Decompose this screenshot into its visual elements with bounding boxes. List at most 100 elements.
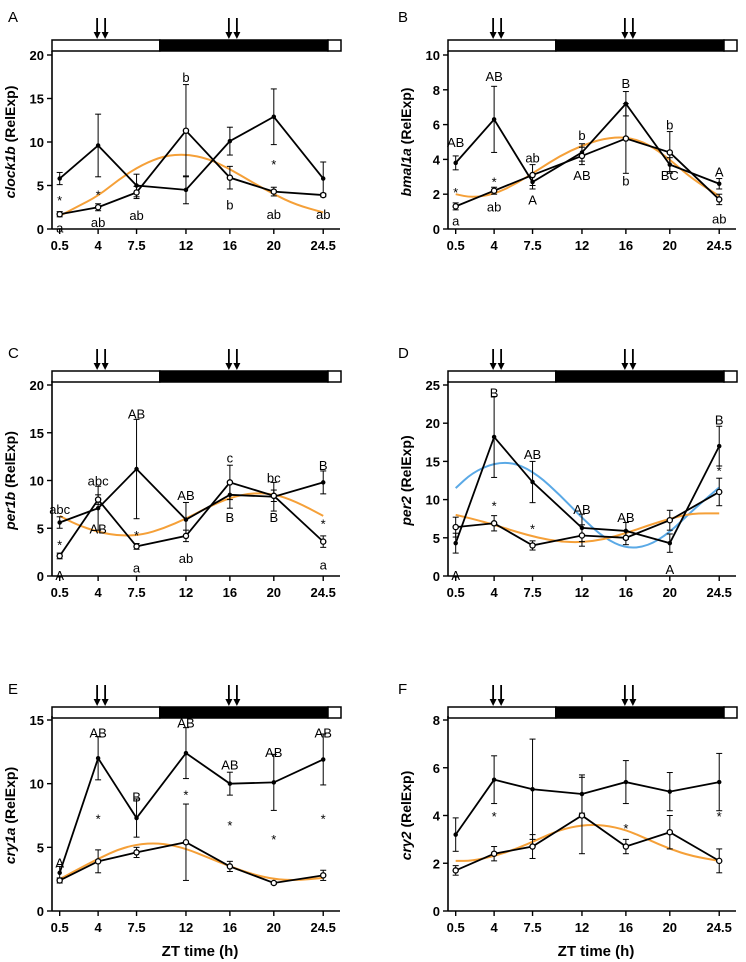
significance-star: *	[321, 517, 326, 532]
y-tick-label: 15	[426, 454, 440, 469]
feeding-arrow-head	[629, 363, 637, 370]
feeding-arrow-head	[101, 32, 109, 39]
group-letter: AB	[128, 407, 145, 422]
data-point-group-2	[578, 152, 586, 160]
data-point-group-2	[529, 171, 536, 179]
panel-a: A 0 5 10 15 20 0.5 4 7.5 12 16 20 24.5 clock1b (RelEx…	[2, 9, 342, 253]
data-point-group-2	[94, 858, 102, 865]
data-point-group-2	[529, 843, 536, 850]
y-tick-label: 10	[30, 474, 44, 489]
group-letter: A	[528, 192, 537, 207]
x-tick-label: 20	[267, 920, 281, 935]
data-point-group-2	[94, 496, 102, 503]
data-point-group-1	[530, 479, 535, 485]
group-letter: B	[269, 510, 278, 525]
y-tick-label: 4	[433, 152, 441, 167]
data-point-group-1	[134, 815, 139, 821]
feeding-arrow-head	[497, 363, 505, 370]
y-tick-label: 15	[30, 92, 44, 107]
data-point-group-1	[95, 755, 101, 761]
group-letter: ab	[91, 215, 105, 230]
data-point-group-2	[133, 849, 140, 856]
x-tick-label: 12	[179, 585, 193, 600]
data-point-group-1	[667, 540, 673, 546]
feeding-arrow-head	[233, 363, 241, 370]
data-point-group-2	[529, 542, 536, 549]
data-point-group-1	[95, 505, 101, 511]
group-letter: a	[452, 213, 460, 228]
data-point-group-2	[270, 188, 278, 195]
x-tick-label: 12	[575, 920, 589, 935]
y-tick-label: 0	[433, 222, 440, 237]
dark-phase-bar	[555, 706, 725, 719]
light-phase-bar-end	[723, 706, 738, 719]
feeding-arrow-head	[621, 699, 629, 706]
group-letter: AB	[573, 502, 590, 517]
y-tick-label: 10	[30, 135, 44, 150]
data-point-group-2	[666, 149, 674, 156]
data-point-group-2	[715, 857, 723, 865]
feeding-arrow-head	[93, 363, 101, 370]
data-point-group-1	[183, 517, 189, 522]
series-line-group-1	[454, 435, 721, 545]
significance-star: *	[57, 538, 62, 553]
x-tick-label: 12	[179, 920, 193, 935]
group-letter: AB	[617, 510, 634, 525]
data-point-group-1	[716, 181, 722, 187]
x-tick-label: 24.5	[311, 585, 336, 600]
x-tick-label: 4	[491, 585, 499, 600]
feeding-arrow-head	[225, 32, 233, 39]
y-tick-label: 6	[433, 118, 440, 133]
data-point-group-1	[57, 520, 62, 525]
y-tick-label: 20	[30, 378, 44, 393]
data-point-group-1	[183, 750, 189, 756]
data-point-group-2	[622, 534, 630, 542]
group-letter: AB	[447, 135, 464, 150]
y-tick-label: 0	[37, 904, 44, 919]
group-letter: AB	[265, 745, 282, 760]
group-letter: ab	[129, 208, 143, 223]
y-axis-label: per1b (RelExp)	[2, 431, 18, 531]
data-point-group-2	[622, 843, 630, 850]
data-point-group-1	[453, 832, 458, 837]
y-tick-label: 0	[433, 904, 440, 919]
y-tick-label: 10	[30, 777, 44, 792]
significance-star: *	[717, 809, 722, 824]
fit-curve-orange	[59, 492, 324, 537]
x-tick-label: 16	[619, 585, 633, 600]
data-point-group-2	[578, 812, 586, 819]
data-point-group-2	[56, 877, 63, 884]
group-letter: ab	[487, 199, 501, 214]
y-tick-label: 20	[30, 48, 44, 63]
data-point-group-2	[578, 532, 586, 539]
feeding-arrow-head	[233, 32, 241, 39]
series-line-group-1	[59, 115, 324, 191]
x-tick-label: 16	[223, 238, 237, 253]
y-axis-label-unit: (RelExp)	[2, 86, 18, 147]
panel-letter-d: D	[398, 345, 409, 362]
group-letter: abc	[88, 474, 109, 489]
data-point-group-2	[452, 867, 459, 874]
x-tick-label: 12	[575, 585, 589, 600]
data-point-group-2	[715, 488, 723, 496]
y-tick-label: 0	[433, 569, 440, 584]
x-tick-label: 4	[95, 920, 103, 935]
data-point-group-2	[56, 210, 63, 218]
y-tick-label: 2	[433, 856, 440, 871]
group-letter: AB	[573, 168, 590, 183]
light-phase-bar-end	[327, 39, 342, 52]
group-letter: B	[319, 458, 328, 473]
significance-star: *	[492, 499, 497, 514]
group-letter: A	[665, 562, 674, 577]
data-point-group-1	[320, 176, 326, 181]
y-axis-label: per2 (RelExp)	[398, 435, 414, 526]
x-tick-label: 0.5	[447, 238, 465, 253]
data-point-group-1	[57, 176, 62, 181]
data-point-group-2	[226, 174, 234, 181]
data-point-group-1	[716, 443, 722, 449]
data-point-group-1	[716, 779, 722, 785]
light-phase-bar-end	[327, 706, 342, 719]
feeding-arrow-head	[629, 699, 637, 706]
data-point-group-2	[490, 850, 498, 857]
group-letter: B	[622, 76, 631, 91]
